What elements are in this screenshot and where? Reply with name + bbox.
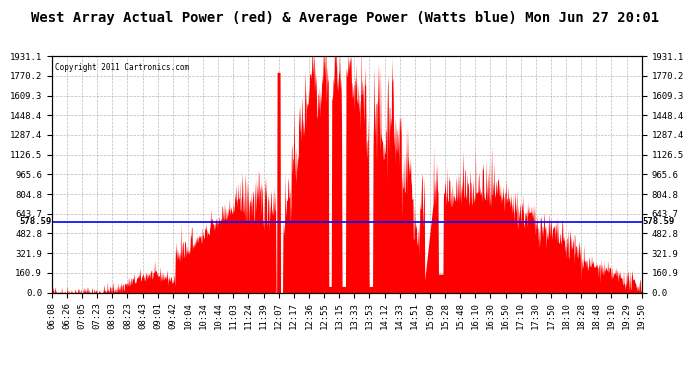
Text: 578.59: 578.59 — [642, 217, 675, 226]
Text: West Array Actual Power (red) & Average Power (Watts blue) Mon Jun 27 20:01: West Array Actual Power (red) & Average … — [31, 11, 659, 25]
Text: 578.59: 578.59 — [19, 217, 51, 226]
Text: Copyright 2011 Cartronics.com: Copyright 2011 Cartronics.com — [55, 63, 189, 72]
